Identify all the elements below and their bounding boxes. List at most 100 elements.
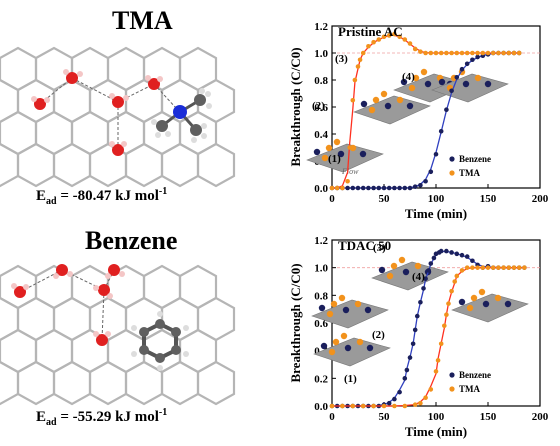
- data-point: [418, 49, 423, 54]
- adsorbate-molecule: [325, 144, 333, 152]
- y-tick-label: 1.0: [314, 263, 328, 275]
- tma-adsorption-energy: Ead = -80.47 kJ mol-1: [36, 186, 168, 207]
- adsorbate-molecule: [424, 80, 432, 88]
- data-point: [454, 273, 460, 279]
- data-point: [475, 265, 480, 270]
- hydrogen-bond-lines-benzene: [19, 269, 115, 341]
- data-point: [470, 57, 475, 63]
- data-point: [464, 61, 470, 67]
- data-point: [412, 184, 418, 189]
- y-tick-label: 0.0: [314, 183, 328, 195]
- data-point: [381, 34, 387, 40]
- data-point: [360, 185, 366, 191]
- y-tick-label: 0.0: [314, 401, 328, 413]
- stage-label: (4): [412, 271, 425, 283]
- adsorbate-molecule: [438, 78, 446, 86]
- stage-label: (3): [373, 242, 386, 254]
- x-axis-label: Time (min): [405, 206, 467, 221]
- plot-frame: [331, 239, 541, 407]
- data-point: [423, 395, 428, 400]
- data-point: [381, 185, 387, 191]
- adsorbent-plate: [313, 337, 391, 367]
- data-point: [435, 358, 441, 363]
- data-point: [345, 178, 350, 184]
- data-point: [418, 299, 423, 305]
- data-point: [386, 33, 392, 38]
- data-point: [412, 402, 418, 407]
- series-fit-line: [332, 267, 525, 407]
- adsorbate-molecule: [360, 100, 368, 108]
- adsorbate-molecule: [396, 96, 404, 104]
- adsorbate-molecule: [321, 154, 329, 162]
- data-point: [418, 183, 423, 188]
- legend-label: Benzene: [459, 154, 491, 164]
- data-point: [485, 50, 491, 56]
- data-point: [410, 341, 416, 347]
- adsorbate-molecule: [368, 106, 376, 114]
- adsorbate-molecule: [333, 138, 341, 146]
- legend-label: Benzene: [459, 370, 491, 380]
- data-point: [459, 66, 465, 72]
- data-point: [522, 265, 527, 270]
- adsorbate-molecule: [354, 300, 362, 308]
- data-point: [347, 145, 352, 150]
- data-point: [423, 50, 428, 56]
- adsorbate-molecule: [458, 298, 466, 306]
- data-point: [414, 313, 420, 319]
- data-point: [428, 261, 434, 266]
- data-point: [464, 265, 470, 270]
- x-tick-label: 100: [428, 193, 445, 205]
- x-tick-label: 50: [379, 193, 391, 205]
- data-point: [496, 50, 501, 56]
- data-point: [392, 31, 397, 37]
- data-point: [475, 50, 480, 56]
- y-tick-label: 0.8: [314, 290, 328, 302]
- adsorbate-molecule: [408, 84, 416, 92]
- data-point: [475, 54, 480, 60]
- adsorbate-molecule: [474, 74, 482, 82]
- stage-label: (1): [328, 153, 341, 165]
- data-point: [470, 258, 475, 264]
- data-point: [392, 396, 397, 402]
- data-point: [423, 178, 428, 184]
- legend-marker: [449, 372, 455, 378]
- adsorbent-plate: [451, 293, 529, 323]
- data-point: [366, 43, 371, 49]
- adsorbate-molecule: [320, 342, 328, 350]
- adsorbate-molecule: [478, 288, 486, 296]
- stage-schematic: [431, 68, 509, 103]
- adsorbate-molecule: [482, 300, 490, 308]
- data-point: [423, 276, 428, 282]
- legend-label: TMA: [459, 168, 480, 178]
- data-point: [386, 185, 392, 191]
- adsorbate-molecule: [337, 150, 345, 158]
- stage-schematic: [393, 68, 471, 103]
- data-point: [433, 151, 439, 157]
- data-point: [444, 312, 449, 317]
- stage-schematic: [306, 138, 384, 173]
- data-point: [366, 185, 371, 191]
- data-point: [449, 288, 454, 294]
- stage-schematic: [371, 256, 449, 291]
- data-point: [454, 50, 460, 56]
- data-point: [442, 323, 447, 329]
- adsorbate-molecule: [400, 78, 408, 86]
- data-point: [402, 37, 408, 42]
- data-point: [355, 64, 361, 69]
- stage-schematic: [313, 332, 391, 367]
- data-point: [329, 185, 335, 191]
- data-point: [431, 255, 437, 261]
- adsorbate-molecule: [338, 294, 346, 302]
- data-point: [426, 268, 432, 273]
- data-point: [470, 50, 475, 56]
- water-molecules-benzene: [11, 264, 125, 346]
- graphene-lattice-benzene: [0, 264, 236, 406]
- data-point: [340, 185, 345, 191]
- y-tick-label: 0.8: [314, 75, 328, 87]
- adsorbate-molecule: [420, 68, 428, 76]
- data-point: [452, 279, 458, 284]
- data-point: [412, 327, 418, 333]
- adsorbate-molecule: [414, 262, 422, 270]
